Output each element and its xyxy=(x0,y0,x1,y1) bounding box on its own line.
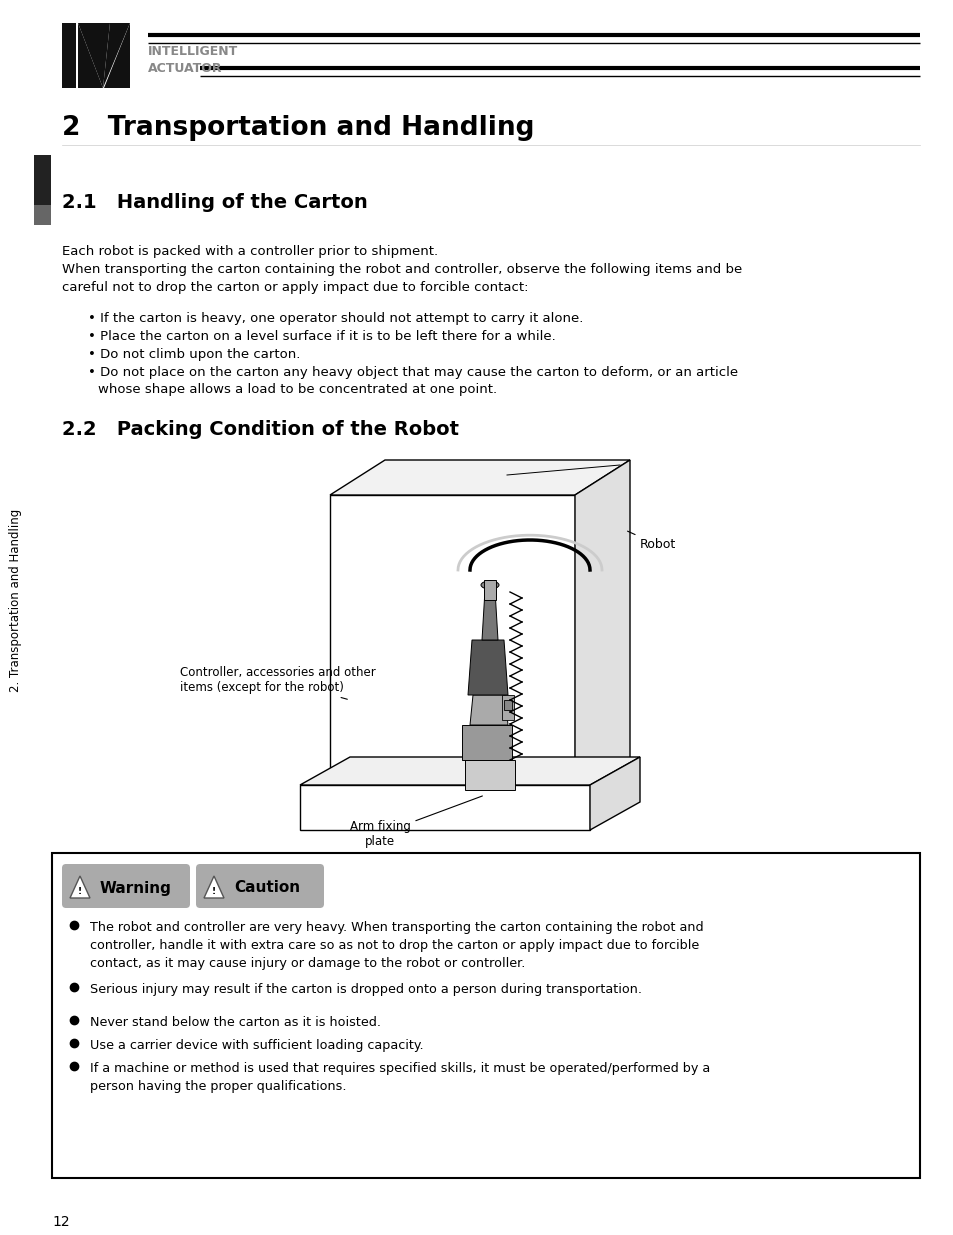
FancyBboxPatch shape xyxy=(195,864,324,908)
Polygon shape xyxy=(330,495,575,800)
Text: Serious injury may result if the carton is dropped onto a person during transpor: Serious injury may result if the carton … xyxy=(90,983,641,995)
Polygon shape xyxy=(103,23,130,88)
Polygon shape xyxy=(299,757,639,785)
Polygon shape xyxy=(470,695,507,725)
Polygon shape xyxy=(575,459,629,800)
Polygon shape xyxy=(78,23,110,88)
Text: !: ! xyxy=(212,887,215,895)
Text: 12: 12 xyxy=(52,1215,70,1229)
Text: • Do not place on the carton any heavy object that may cause the carton to defor: • Do not place on the carton any heavy o… xyxy=(88,366,738,379)
Text: When transporting the carton containing the robot and controller, observe the fo: When transporting the carton containing … xyxy=(62,263,741,294)
Bar xyxy=(483,580,496,600)
Polygon shape xyxy=(481,590,497,640)
Text: 2. Transportation and Handling: 2. Transportation and Handling xyxy=(10,509,23,692)
Text: • If the carton is heavy, one operator should not attempt to carry it alone.: • If the carton is heavy, one operator s… xyxy=(88,312,583,325)
Text: The robot and controller are very heavy. When transporting the carton containing: The robot and controller are very heavy.… xyxy=(90,921,703,969)
Text: • Place the carton on a level surface if it is to be left there for a while.: • Place the carton on a level surface if… xyxy=(88,330,556,343)
FancyBboxPatch shape xyxy=(62,23,76,88)
Bar xyxy=(501,695,514,720)
Text: 2.1   Handling of the Carton: 2.1 Handling of the Carton xyxy=(62,193,367,212)
Text: Use a carrier device with sufficient loading capacity.: Use a carrier device with sufficient loa… xyxy=(90,1039,423,1052)
Polygon shape xyxy=(204,876,224,898)
Text: INTELLIGENT: INTELLIGENT xyxy=(148,44,238,58)
FancyBboxPatch shape xyxy=(52,853,919,1178)
Polygon shape xyxy=(70,876,90,898)
Polygon shape xyxy=(589,757,639,830)
Polygon shape xyxy=(468,640,507,695)
Text: whose shape allows a load to be concentrated at one point.: whose shape allows a load to be concentr… xyxy=(98,383,497,396)
Polygon shape xyxy=(330,459,629,495)
Text: Caution: Caution xyxy=(233,881,300,895)
Text: 2.2   Packing Condition of the Robot: 2.2 Packing Condition of the Robot xyxy=(62,420,458,438)
Text: Robot: Robot xyxy=(627,531,676,552)
Polygon shape xyxy=(299,785,589,830)
Bar xyxy=(464,760,515,790)
Polygon shape xyxy=(78,23,103,88)
Bar xyxy=(34,156,51,205)
Bar xyxy=(503,700,512,710)
Text: ACTUATOR: ACTUATOR xyxy=(148,62,222,75)
Ellipse shape xyxy=(480,580,498,589)
Text: Controller, accessories and other
items (except for the robot): Controller, accessories and other items … xyxy=(180,666,375,699)
Text: !: ! xyxy=(78,887,82,895)
Polygon shape xyxy=(104,23,130,88)
Text: 2   Transportation and Handling: 2 Transportation and Handling xyxy=(62,115,534,141)
Polygon shape xyxy=(461,725,512,760)
Bar xyxy=(34,205,51,225)
Text: Arm fixing
plate: Arm fixing plate xyxy=(349,797,482,848)
Text: • Do not climb upon the carton.: • Do not climb upon the carton. xyxy=(88,348,300,361)
Text: Warning: Warning xyxy=(100,881,172,895)
Text: Never stand below the carton as it is hoisted.: Never stand below the carton as it is ho… xyxy=(90,1016,380,1029)
FancyBboxPatch shape xyxy=(62,864,190,908)
Text: Each robot is packed with a controller prior to shipment.: Each robot is packed with a controller p… xyxy=(62,245,437,258)
Text: If a machine or method is used that requires specified skills, it must be operat: If a machine or method is used that requ… xyxy=(90,1062,709,1093)
